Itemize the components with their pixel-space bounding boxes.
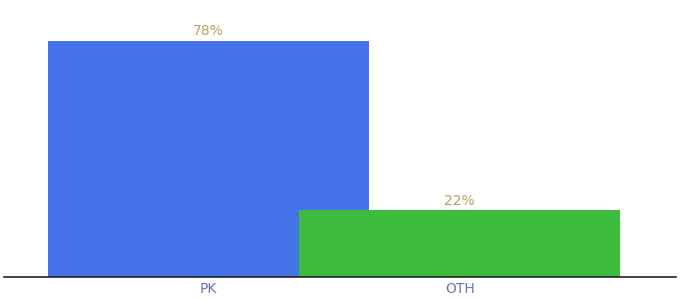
Text: 78%: 78% xyxy=(193,24,224,38)
Bar xyxy=(48,40,369,277)
Bar xyxy=(299,210,620,277)
Text: 22%: 22% xyxy=(445,194,475,208)
